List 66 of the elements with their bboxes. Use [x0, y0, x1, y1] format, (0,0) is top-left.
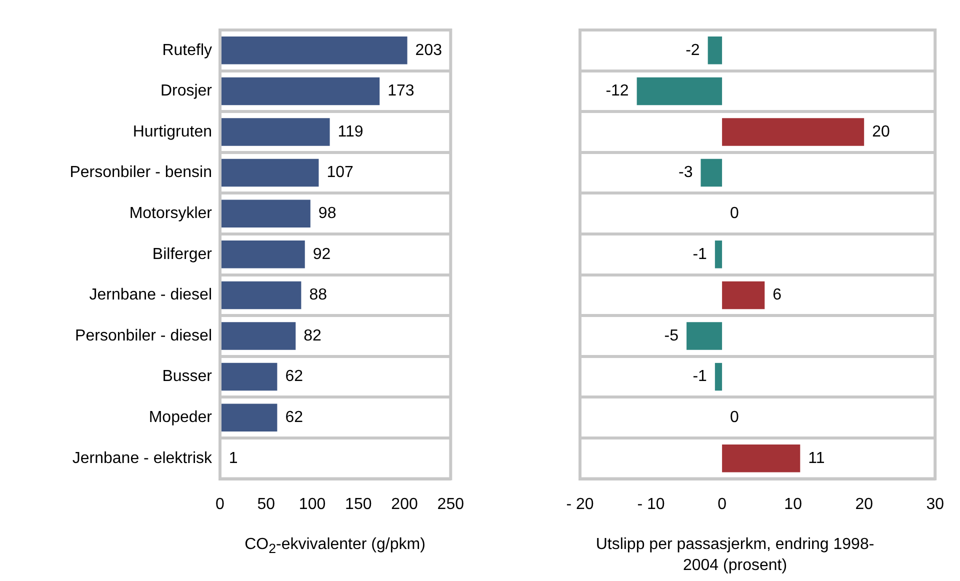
data-label: 62 — [285, 409, 304, 426]
bar — [220, 158, 319, 187]
bar — [220, 200, 310, 228]
bar — [722, 281, 765, 310]
bar — [714, 362, 722, 391]
data-label: 98 — [318, 205, 336, 222]
bar — [220, 362, 278, 391]
y-tick-label: Jernbane - elektrisk — [72, 450, 213, 467]
bar — [220, 77, 380, 106]
data-label: -1 — [692, 246, 708, 263]
y-tick-label: Rutefly — [162, 42, 212, 59]
x-tick-label: 250 — [437, 496, 464, 513]
x-axis-title: Utslipp per passasjerkm, endring 1998-2004 (prosent) — [594, 535, 876, 576]
data-label: -1 — [692, 368, 708, 386]
x-tick-label: 20 — [855, 496, 874, 513]
bar — [220, 240, 305, 268]
data-label: 173 — [388, 82, 414, 100]
x-tick-label: 200 — [391, 496, 418, 513]
x-tick-label: - 20 — [566, 496, 594, 513]
y-tick-label: Motorsykler — [129, 205, 213, 222]
bar — [714, 240, 722, 268]
data-label: 107 — [326, 164, 354, 182]
y-tick-label: Personbiler - diesel — [75, 327, 212, 344]
bar — [220, 118, 330, 146]
data-label: 119 — [338, 123, 364, 140]
bar — [686, 322, 722, 350]
bar — [722, 118, 864, 146]
data-label: -2 — [686, 42, 700, 59]
x-axis-title: CO$_{2}$-ekvivalenter (g/pkm) — [244, 535, 426, 558]
bar — [220, 404, 278, 432]
y-tick-label: Drosjer — [160, 82, 213, 100]
y-tick-label: Busser — [162, 368, 213, 386]
data-label: 6 — [772, 286, 782, 304]
x-tick-label: 10 — [784, 496, 802, 513]
data-label: 88 — [309, 286, 328, 304]
x-tick-label: 100 — [298, 496, 326, 513]
x-tick-label: 0 — [718, 496, 727, 513]
y-tick-label: Personbiler - bensin — [70, 164, 212, 182]
bar — [220, 36, 408, 64]
bar — [700, 158, 722, 187]
data-label: 203 — [415, 42, 442, 59]
x-tick-label: 150 — [345, 496, 372, 513]
x-tick-label: - 10 — [637, 496, 665, 513]
data-label: 82 — [304, 327, 322, 344]
data-label: -3 — [678, 164, 693, 182]
y-tick-label: Bilferger — [152, 246, 213, 263]
bar — [220, 281, 302, 310]
bar — [220, 322, 296, 350]
bar — [722, 444, 800, 472]
y-tick-label: Jernbane - diesel — [89, 286, 212, 304]
bar — [636, 77, 722, 106]
x-tick-label: 50 — [257, 496, 276, 513]
x-tick-label: 0 — [216, 496, 225, 513]
data-label: -12 — [606, 82, 629, 100]
data-label: 0 — [730, 205, 740, 222]
bar — [708, 36, 722, 64]
data-label: 62 — [285, 368, 304, 386]
x-tick-label: 30 — [926, 496, 944, 513]
y-tick-label: Mopeder — [148, 409, 213, 426]
data-label: 92 — [312, 246, 331, 263]
data-label: 0 — [730, 409, 740, 426]
data-label: 1 — [228, 450, 238, 467]
data-label: 11 — [808, 450, 825, 467]
data-label: 20 — [872, 123, 890, 140]
data-label: -5 — [664, 327, 679, 344]
y-tick-label: Hurtigruten — [132, 123, 212, 140]
